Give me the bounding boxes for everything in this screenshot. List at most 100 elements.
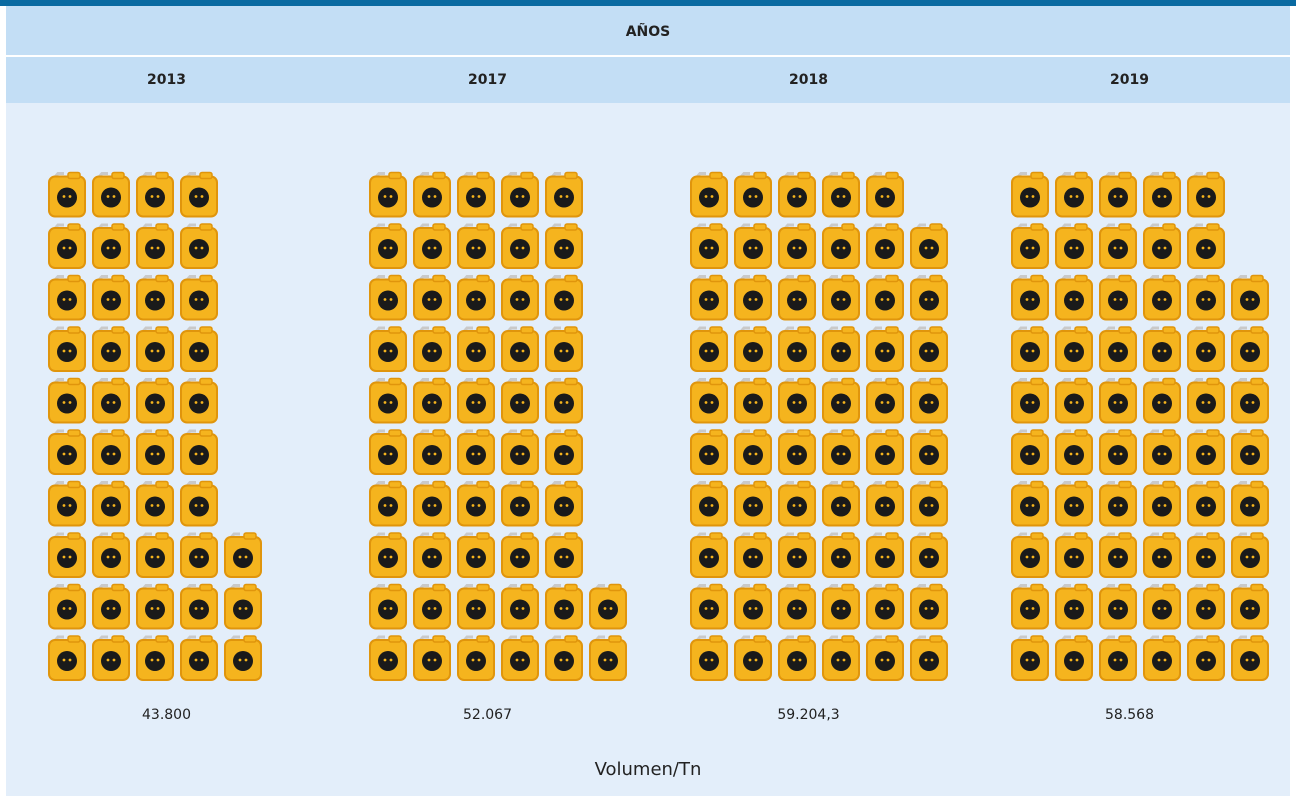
jerrycan-icon	[1100, 482, 1136, 526]
icon-eye	[1158, 504, 1161, 507]
jerrycan-icon	[1232, 585, 1268, 629]
jerrycan-icon	[1012, 533, 1048, 577]
jerrycan-icon	[458, 585, 494, 629]
icon-drop	[875, 291, 895, 311]
icon-eye	[1120, 607, 1123, 610]
jerrycan-icon	[546, 224, 582, 268]
icon-drop	[699, 188, 719, 208]
icon-eye	[925, 247, 928, 250]
jerrycan-icon	[779, 224, 815, 268]
jerrycan-icon	[502, 379, 538, 423]
icon-cap	[200, 585, 212, 591]
icon-eye	[1026, 401, 1029, 404]
icon-drop	[145, 239, 165, 259]
icon-cap	[156, 585, 168, 591]
icon-cap	[930, 482, 942, 488]
icon-drop	[743, 291, 763, 311]
icon-eye	[434, 247, 437, 250]
icon-eye	[711, 298, 714, 301]
icon-drop	[831, 188, 851, 208]
icon-eye	[390, 401, 393, 404]
jerrycan-icon	[691, 533, 727, 577]
icon-eye	[478, 556, 481, 559]
icon-cap	[1119, 636, 1131, 642]
icon-cap	[842, 224, 854, 230]
icon-cap	[1207, 533, 1219, 539]
jerrycan-icon	[93, 224, 129, 268]
icon-drop	[101, 342, 121, 362]
icon-eye	[1246, 504, 1249, 507]
jerrycan-icon	[1012, 276, 1048, 320]
icon-eye	[837, 504, 840, 507]
icon-drop	[422, 600, 442, 620]
icon-cap	[1075, 585, 1087, 591]
icon-eye	[1208, 298, 1211, 301]
icon-drop	[57, 600, 77, 620]
jerrycan-icon	[458, 173, 494, 217]
icon-eye	[931, 504, 934, 507]
jerrycan-icon	[137, 276, 173, 320]
icon-eye	[705, 607, 708, 610]
icon-eye	[151, 453, 154, 456]
icon-eye	[1208, 247, 1211, 250]
icon-eye	[1158, 247, 1161, 250]
x-tick-label: 2017	[468, 72, 507, 88]
icon-eye	[843, 453, 846, 456]
icon-cap	[1075, 482, 1087, 488]
icon-cap	[389, 173, 401, 179]
icon-cap	[389, 379, 401, 385]
icon-cap	[842, 636, 854, 642]
icon-eye	[1032, 453, 1035, 456]
jerrycan-icon	[911, 482, 947, 526]
icon-eye	[1164, 504, 1167, 507]
icon-drop	[466, 239, 486, 259]
icon-cap	[68, 482, 80, 488]
jerrycan-icon	[1188, 482, 1224, 526]
icon-drop	[919, 239, 939, 259]
jerrycan-icon	[546, 636, 582, 680]
icon-drop	[743, 548, 763, 568]
icon-eye	[705, 195, 708, 198]
icon-eye	[472, 298, 475, 301]
icon-cap	[156, 636, 168, 642]
icon-eye	[1202, 607, 1205, 610]
icon-drop	[919, 394, 939, 414]
icon-eye	[1032, 556, 1035, 559]
icon-eye	[843, 247, 846, 250]
jerrycan-icon	[181, 276, 217, 320]
icon-eye	[478, 401, 481, 404]
icon-drop	[1196, 342, 1216, 362]
icon-drop	[101, 291, 121, 311]
icon-drop	[1152, 342, 1172, 362]
icon-eye	[428, 453, 431, 456]
icon-eye	[428, 298, 431, 301]
icon-drop	[699, 239, 719, 259]
value-label: 43.800	[142, 707, 191, 723]
icon-cap	[1031, 430, 1043, 436]
icon-eye	[434, 401, 437, 404]
icon-eye	[428, 247, 431, 250]
icon-eye	[522, 350, 525, 353]
icon-cap	[886, 533, 898, 539]
icon-eye	[1032, 298, 1035, 301]
jerrycan-icon	[137, 430, 173, 474]
jerrycan-icon	[911, 327, 947, 371]
icon-eye	[887, 556, 890, 559]
icon-cap	[565, 173, 577, 179]
jerrycan-icon	[867, 482, 903, 526]
icon-eye	[107, 401, 110, 404]
icon-drop	[145, 394, 165, 414]
icon-eye	[201, 556, 204, 559]
jerrycan-icon	[1056, 636, 1092, 680]
icon-eye	[63, 453, 66, 456]
icon-cap	[754, 173, 766, 179]
icon-cap	[112, 482, 124, 488]
icon-drop	[189, 651, 209, 671]
icon-drop	[1196, 445, 1216, 465]
icon-eye	[755, 556, 758, 559]
icon-drop	[743, 394, 763, 414]
jerrycan-icon	[1012, 482, 1048, 526]
jerrycan-icon	[691, 430, 727, 474]
icon-drop	[1152, 394, 1172, 414]
icon-drop	[1020, 497, 1040, 517]
